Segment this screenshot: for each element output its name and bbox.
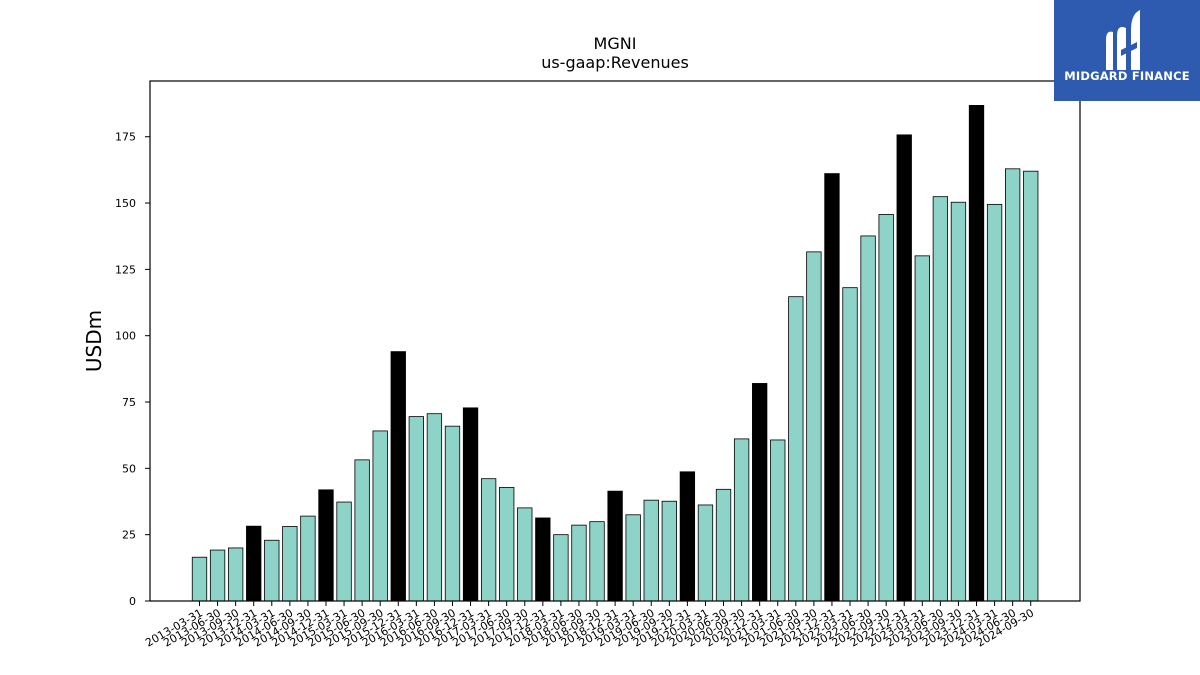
bar (679, 471, 696, 602)
y-tick-label: 175 (115, 131, 136, 144)
bar (968, 105, 985, 602)
plot-frame (149, 80, 1081, 602)
bar (661, 500, 677, 602)
bar (1005, 168, 1021, 602)
bar (300, 515, 316, 602)
bar (426, 413, 443, 602)
bar (842, 287, 858, 602)
bar (733, 438, 750, 602)
bar (860, 235, 876, 602)
bar (191, 556, 208, 602)
bar (480, 478, 497, 602)
y-tick-label: 50 (122, 462, 136, 475)
y-axis-ticks: 0 25 50 75 100 125 150 175 (115, 131, 150, 608)
bar (462, 407, 479, 602)
bar (246, 525, 262, 602)
bar (354, 459, 370, 602)
bar (770, 439, 786, 602)
bar (553, 534, 569, 602)
bar (318, 489, 334, 602)
chart-subtitle: us-gaap:Revenues (541, 53, 689, 72)
bar (372, 430, 388, 602)
bar (390, 351, 406, 602)
bar (264, 539, 280, 602)
chart-title: MGNI (594, 34, 637, 53)
bar (336, 501, 352, 602)
y-tick-label: 100 (115, 330, 136, 343)
logo-text: MIDGARD FINANCE (1064, 69, 1190, 83)
bar (444, 425, 461, 602)
y-axis-label: USDm (82, 310, 106, 372)
bar (697, 504, 714, 602)
bar (752, 383, 768, 602)
bar (788, 296, 804, 602)
y-tick-label: 25 (122, 529, 136, 542)
bar (1023, 170, 1039, 602)
bar (517, 507, 533, 602)
bar (950, 201, 967, 602)
bar (986, 203, 1003, 602)
bar (715, 488, 732, 602)
bars-group (191, 105, 1039, 602)
y-tick-label: 75 (122, 396, 136, 409)
bar (227, 547, 244, 602)
bar (571, 524, 587, 602)
bar (914, 255, 930, 602)
bar (499, 487, 515, 602)
bar (209, 549, 226, 602)
bar (896, 134, 912, 602)
bar (535, 517, 551, 602)
bar (824, 173, 840, 602)
y-tick-label: 150 (115, 197, 136, 210)
bar (625, 514, 641, 602)
bar (282, 526, 298, 602)
bar (589, 521, 605, 602)
x-axis-ticks: 2013-03-312013-06-302013-09-302013-12-31… (143, 601, 1036, 650)
bar (643, 499, 659, 602)
y-tick-label: 125 (115, 263, 136, 276)
bar (932, 196, 949, 602)
midgard-finance-logo: MIDGARD FINANCE (1054, 0, 1200, 101)
y-tick-label: 0 (129, 595, 136, 608)
midgard-logo-icon (1106, 10, 1140, 70)
bar (878, 214, 894, 602)
bar (408, 416, 424, 602)
bar (806, 251, 822, 602)
bar (607, 490, 623, 602)
